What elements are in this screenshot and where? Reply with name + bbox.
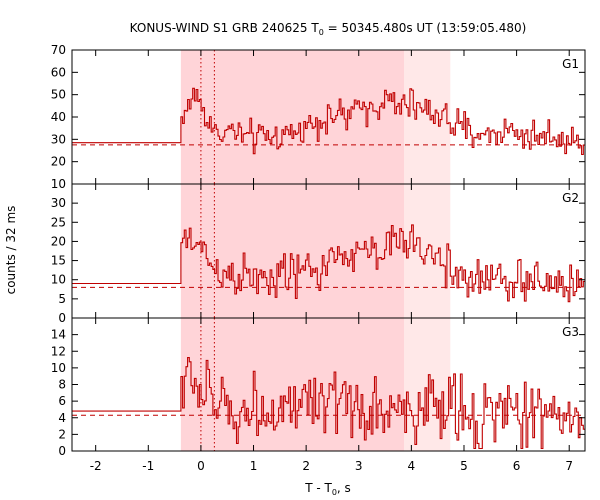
y-tick-label: 50 <box>51 88 66 102</box>
y-tick-label: 0 <box>58 311 66 325</box>
y-tick-label: 15 <box>51 254 66 268</box>
y-tick-label: 10 <box>51 361 66 375</box>
x-tick-label: -2 <box>90 459 102 473</box>
y-tick-label: 8 <box>58 378 66 392</box>
y-tick-label: 25 <box>51 215 66 229</box>
y-tick-label: 10 <box>51 273 66 287</box>
panels: 10 20 30 40 50 60 70 G1 0 5 10 15 20 25 30 G2 0 2 4 6 8 10 12 1… <box>51 43 586 458</box>
shaded-interval-dark <box>180 50 405 184</box>
shaded-interval-dark <box>180 184 405 318</box>
panel-label: G2 <box>562 191 579 205</box>
x-axis: -2 -1 0 1 2 3 4 5 6 7 <box>90 459 573 473</box>
chart-title: KONUS-WIND S1 GRB 240625 T0 = 50345.480s… <box>130 21 527 37</box>
y-tick-label: 4 <box>58 411 66 425</box>
y-tick-label: 40 <box>51 110 66 124</box>
light-curve-g3 <box>72 357 585 450</box>
y-tick-label: 30 <box>51 132 66 146</box>
x-tick-label: 6 <box>513 459 521 473</box>
x-tick-label: 0 <box>197 459 205 473</box>
y-tick-label: 2 <box>58 427 66 441</box>
x-tick-label: 7 <box>565 459 573 473</box>
x-tick-label: 4 <box>408 459 416 473</box>
shaded-interval-dark <box>180 318 405 451</box>
y-tick-label: 30 <box>51 196 66 210</box>
y-tick-label: 12 <box>51 344 66 358</box>
y-tick-label: 20 <box>51 234 66 248</box>
y-tick-label: 5 <box>58 292 66 306</box>
y-tick-label: 0 <box>58 444 66 458</box>
y-tick-label: 60 <box>51 65 66 79</box>
light-curve-g2 <box>72 224 585 303</box>
panel-label: G3 <box>562 325 579 339</box>
y-tick-label: 6 <box>58 394 66 408</box>
y-tick-label: 14 <box>51 328 66 342</box>
light-curve-g1 <box>72 87 585 156</box>
panel-g3: 0 2 4 6 8 10 12 14 G3 <box>51 317 586 458</box>
y-tick-label: 10 <box>51 177 66 191</box>
panel-g1: 10 20 30 40 50 60 70 G1 <box>51 43 586 191</box>
panel-label: G1 <box>562 57 579 71</box>
x-tick-label: 3 <box>355 459 363 473</box>
x-tick-label: -1 <box>142 459 154 473</box>
x-axis-label: T - T0, s <box>304 481 351 497</box>
y-tick-label: 70 <box>51 43 66 57</box>
panel-g2: 0 5 10 15 20 25 30 G2 <box>51 183 586 325</box>
x-tick-label: 2 <box>302 459 310 473</box>
x-tick-label: 1 <box>250 459 258 473</box>
y-tick-label: 20 <box>51 155 66 169</box>
x-tick-label: 5 <box>460 459 468 473</box>
y-axis-label: counts / 32 ms <box>4 206 18 295</box>
